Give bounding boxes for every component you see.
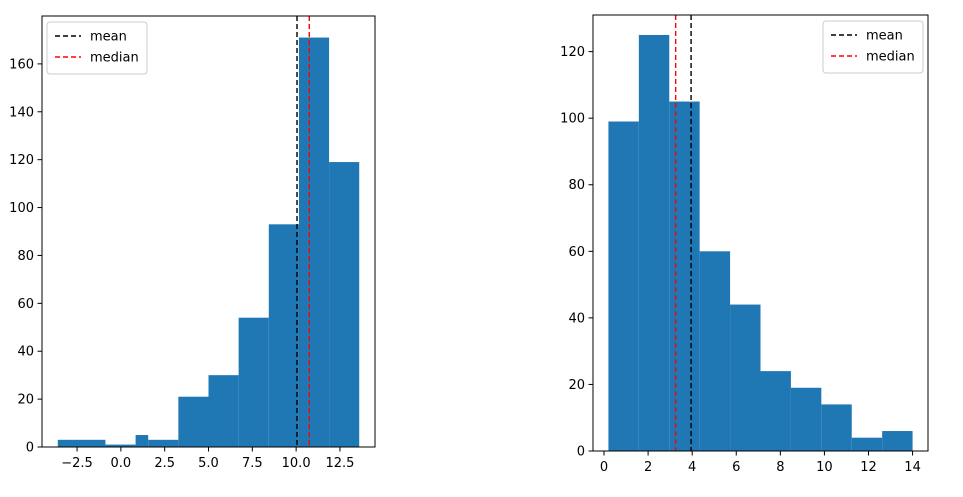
- y-tick-label: 120: [9, 153, 34, 168]
- legend-label: mean: [90, 30, 127, 45]
- x-tick-label: 5.0: [198, 456, 219, 471]
- histogram-bar: [790, 387, 822, 451]
- y-tick-label: 0: [26, 441, 34, 456]
- legend: mean median: [46, 21, 148, 75]
- histogram-bar: [760, 371, 791, 451]
- x-tick-label: 10: [816, 460, 833, 475]
- histogram-bar: [298, 37, 330, 448]
- y-tick-label: 40: [17, 345, 34, 360]
- y-tick-label: 60: [17, 297, 34, 312]
- histogram-bar: [851, 437, 883, 451]
- y-tick-label: 80: [17, 249, 34, 264]
- y-tick-label: 0: [577, 445, 585, 460]
- y-tick-label: 80: [568, 178, 585, 193]
- y-tick-label: 140: [9, 105, 34, 120]
- y-tick-label: 100: [9, 201, 34, 216]
- y-tick-label: 20: [568, 378, 585, 393]
- x-tick-label: 0.0: [111, 456, 132, 471]
- x-tick-label: 4: [688, 460, 696, 475]
- histogram-bar: [638, 34, 670, 451]
- y-tick-label: 20: [17, 393, 34, 408]
- legend-label: median: [866, 50, 915, 65]
- histogram-bar: [882, 431, 913, 451]
- legend-label: median: [90, 51, 139, 66]
- axes-frame: [592, 14, 929, 452]
- histogram-bar: [821, 404, 852, 451]
- legend-box: [822, 20, 924, 74]
- histogram-right: 0 2 4 6 8 10 12 14 0 20 40 60 80 100 120 mean median: [560, 14, 929, 475]
- histogram-bar: [238, 317, 269, 447]
- x-tick-label: 14: [904, 460, 921, 475]
- histogram-bar: [669, 101, 700, 451]
- histogram-bar: [730, 304, 761, 451]
- x-tick-label: 2.5: [154, 456, 175, 471]
- x-tick-label: 8: [776, 460, 784, 475]
- histogram-bar: [608, 121, 639, 451]
- x-tick-label: 10.0: [282, 456, 311, 471]
- x-tick-label: 12: [860, 460, 877, 475]
- x-tick-label: 6: [732, 460, 740, 475]
- y-tick-label: 100: [560, 112, 585, 127]
- histogram-bar: [329, 162, 360, 448]
- histogram-bar: [105, 444, 136, 447]
- x-tick-label: 0: [600, 460, 608, 475]
- legend: mean median: [822, 20, 924, 74]
- y-tick-label: 60: [568, 245, 585, 260]
- x-tick-label: −2.5: [61, 456, 93, 471]
- histogram-bar: [135, 435, 149, 447]
- histogram-bar: [178, 396, 209, 447]
- histogram-bar: [699, 251, 731, 451]
- histogram-bar: [57, 439, 106, 447]
- histogram-bar: [208, 375, 239, 447]
- x-tick-label: 12.5: [325, 456, 354, 471]
- legend-box: [46, 21, 148, 75]
- histogram-bar: [268, 224, 299, 447]
- x-tick-label: 7.5: [242, 456, 263, 471]
- y-tick-label: 160: [9, 57, 34, 72]
- x-tick-label: 2: [644, 460, 652, 475]
- histogram-left: −2.5 0.0 2.5 5.0 7.5 10.0 12.5 0 20 40 60 80 100 120 1…: [9, 15, 376, 471]
- y-tick-label: 120: [560, 45, 585, 60]
- y-tick-label: 40: [568, 311, 585, 326]
- legend-label: mean: [866, 29, 903, 44]
- histogram-bar: [148, 439, 179, 447]
